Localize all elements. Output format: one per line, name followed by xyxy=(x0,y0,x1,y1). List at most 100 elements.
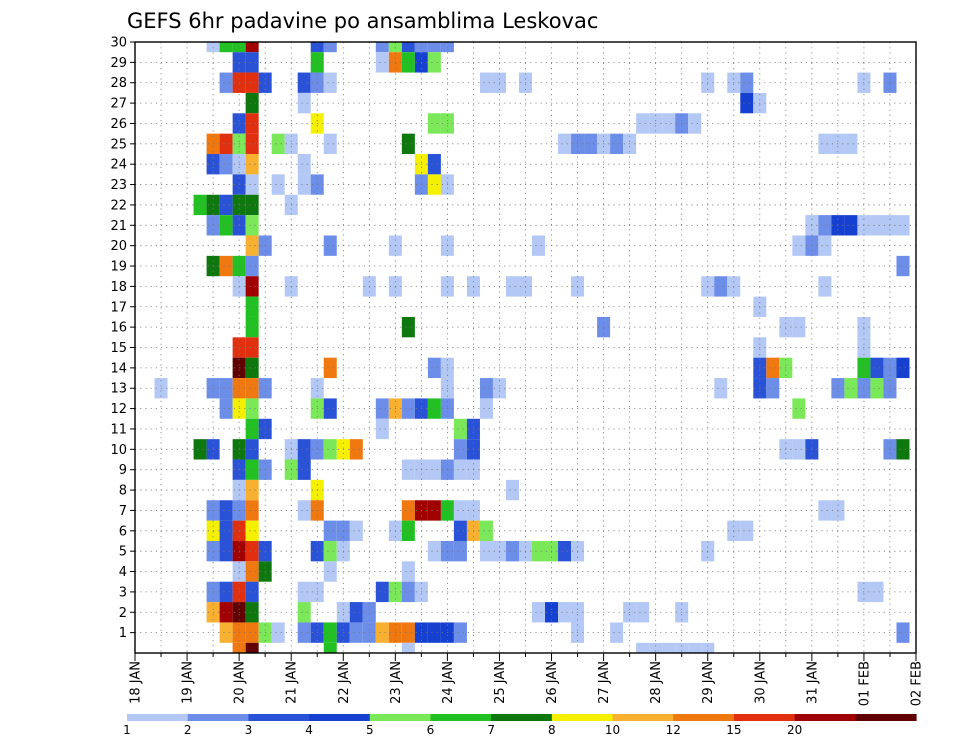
heatmap-cell xyxy=(610,133,624,155)
heatmap-cell xyxy=(245,255,259,277)
y-tick-label: 20 xyxy=(110,239,127,254)
legend-swatch xyxy=(733,714,796,721)
heatmap-cell xyxy=(245,215,259,236)
heatmap-cell xyxy=(219,215,233,236)
heatmap-cell xyxy=(401,622,415,643)
heatmap-cell xyxy=(453,622,467,643)
heatmap-cell xyxy=(401,561,415,582)
heatmap-cell xyxy=(610,622,624,643)
heatmap-cell xyxy=(740,520,754,541)
y-tick-label: 21 xyxy=(110,219,127,234)
x-tick-label: 26 JAN xyxy=(545,661,560,704)
chart-title: GEFS 6hr padavine po ansamblima Leskovac xyxy=(127,9,598,33)
heatmap-cell xyxy=(896,357,910,379)
heatmap-cell xyxy=(532,540,546,562)
y-tick-label: 16 xyxy=(110,321,127,336)
heatmap-cell xyxy=(323,439,337,460)
heatmap-cell xyxy=(245,378,259,399)
heatmap-cell xyxy=(297,622,311,643)
x-tick-label: 22 JAN xyxy=(337,661,352,704)
heatmap-cell xyxy=(245,418,259,440)
heatmap-cell xyxy=(401,500,415,521)
heatmap-cell xyxy=(427,174,441,195)
heatmap-cell xyxy=(297,500,311,521)
heatmap-cell xyxy=(636,113,650,134)
legend-swatch xyxy=(430,714,492,721)
x-tick-label: 27 JAN xyxy=(597,661,612,704)
heatmap-cell xyxy=(219,72,233,93)
heatmap-cell xyxy=(219,540,233,562)
legend-swatch xyxy=(855,714,917,721)
heatmap-cell xyxy=(870,357,884,379)
heatmap-cell xyxy=(558,540,572,562)
y-tick-label: 14 xyxy=(110,361,127,376)
y-tick-label: 22 xyxy=(110,198,127,213)
heatmap-cell xyxy=(896,439,910,460)
heatmap-cell xyxy=(688,113,702,134)
heatmap-cell xyxy=(896,255,910,277)
x-tick-label: 01 FEB xyxy=(857,661,872,706)
heatmap-cell xyxy=(245,276,259,297)
legend-label: 4 xyxy=(305,723,313,737)
heatmap-cell xyxy=(245,439,259,460)
heatmap-cell xyxy=(245,296,259,317)
heatmap-cell xyxy=(375,622,389,643)
y-tick-label: 17 xyxy=(110,300,127,315)
heatmap-cell xyxy=(245,398,259,419)
heatmap-cell xyxy=(375,52,389,73)
heatmap-cell xyxy=(193,439,207,460)
y-tick-label: 12 xyxy=(110,402,127,417)
heatmap-cell xyxy=(505,276,519,297)
heatmap-cell xyxy=(558,602,572,623)
x-tick-label: 20 JAN xyxy=(233,661,248,704)
heatmap-cell xyxy=(740,72,754,93)
heatmap-cell xyxy=(245,154,259,175)
heatmap-cell xyxy=(323,622,337,643)
heatmap-cell xyxy=(232,42,246,53)
heatmap-cell xyxy=(427,42,441,53)
heatmap-cell xyxy=(349,622,363,643)
heatmap-cell xyxy=(219,500,233,521)
y-tick-label: 26 xyxy=(110,117,127,132)
legend-label: 2 xyxy=(184,723,192,737)
heatmap-cell xyxy=(245,316,259,338)
x-tick-label: 18 JAN xyxy=(129,661,144,704)
legend-swatch xyxy=(551,714,614,721)
heatmap-cell xyxy=(219,42,233,53)
heatmap-cell xyxy=(844,378,858,399)
heatmap-cell xyxy=(245,459,259,480)
heatmap-cell xyxy=(323,133,337,155)
heatmap-cell xyxy=(714,378,728,399)
heatmap-cell xyxy=(479,540,493,562)
heatmap-cell xyxy=(701,642,715,653)
heatmap-cell xyxy=(427,459,441,480)
heatmap-cell xyxy=(271,174,285,195)
heatmap-cell xyxy=(505,540,519,562)
heatmap-cell xyxy=(245,561,259,582)
heatmap-cell xyxy=(297,581,311,603)
y-tick-label: 6 xyxy=(119,524,127,539)
heatmap-cell xyxy=(401,133,415,155)
heatmap-cell xyxy=(219,255,233,277)
heatmap-cell xyxy=(427,540,441,562)
heatmap-cell xyxy=(245,479,259,501)
heatmap-cell xyxy=(219,154,233,175)
heatmap-cell xyxy=(245,500,259,521)
heatmap-cell xyxy=(870,378,884,399)
heatmap-cell xyxy=(870,581,884,603)
heatmap-cell xyxy=(427,154,441,175)
heatmap-cell xyxy=(219,398,233,419)
heatmap-cell xyxy=(297,459,311,480)
heatmap-cells xyxy=(154,42,910,653)
legend-label: 1 xyxy=(123,723,131,737)
heatmap-cell xyxy=(766,378,780,399)
heatmap-cell xyxy=(453,520,467,541)
heatmap-cell xyxy=(232,642,246,653)
y-tick-label: 30 xyxy=(110,36,127,51)
heatmap-cell xyxy=(453,418,467,440)
heatmap-cell xyxy=(375,42,389,53)
heatmap-cell xyxy=(818,276,832,297)
heatmap-cell xyxy=(479,378,493,399)
